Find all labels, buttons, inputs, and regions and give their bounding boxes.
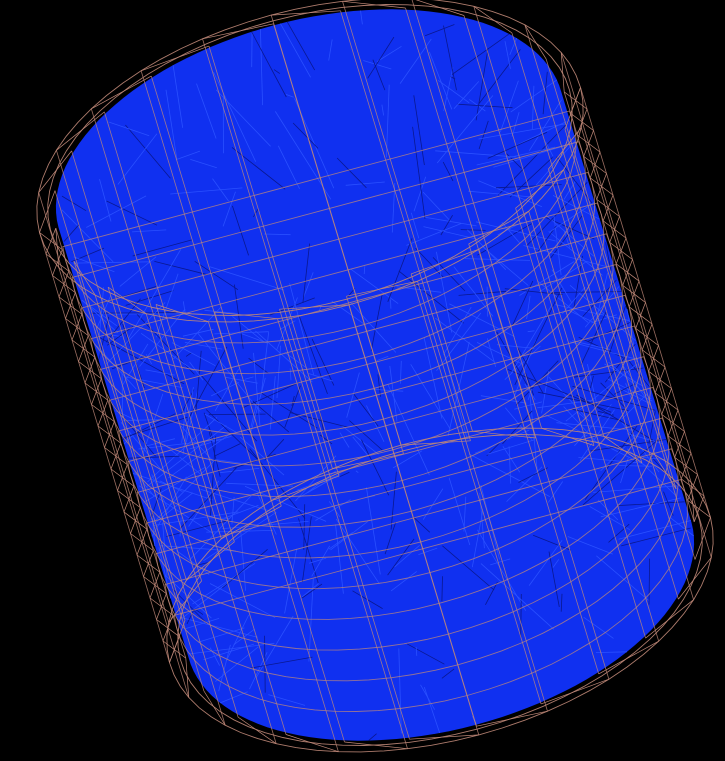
inner-strand (92, 313, 176, 314)
page: (() => { const data = JSON.parse(documen… (0, 0, 725, 761)
wireframe-view (0, 0, 725, 761)
